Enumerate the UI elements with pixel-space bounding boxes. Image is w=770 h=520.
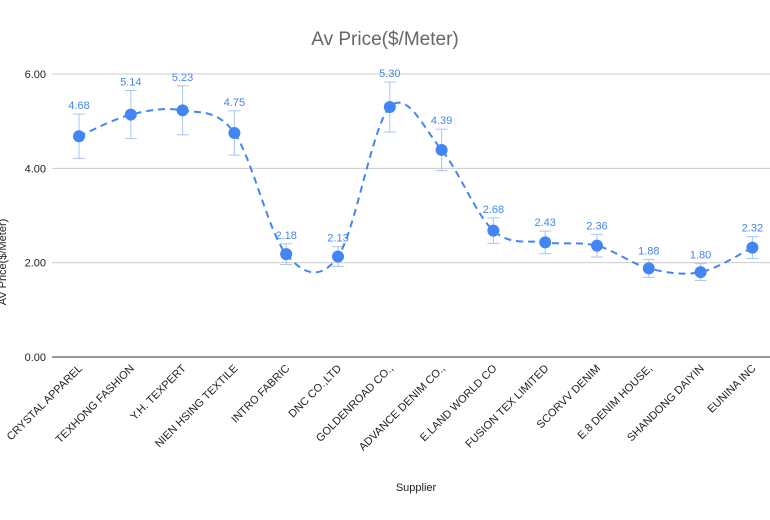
data-label: 4.68 — [68, 100, 89, 112]
data-point — [487, 224, 500, 237]
data-point — [694, 266, 707, 279]
data-label: 1.88 — [638, 245, 659, 257]
y-axis-title: AV Price($/Meter) — [0, 219, 9, 306]
data-label: 2.13 — [327, 233, 348, 245]
data-point — [746, 241, 759, 254]
data-point — [539, 236, 552, 249]
data-point — [73, 130, 85, 143]
data-point — [124, 108, 137, 121]
data-point — [280, 248, 293, 261]
grid-layer — [52, 73, 770, 358]
data-label: 5.14 — [120, 77, 141, 89]
data-point — [176, 104, 189, 117]
chart-title: Av Price($/Meter) — [311, 29, 458, 50]
data-label: 2.43 — [534, 217, 555, 229]
data-point — [228, 126, 241, 139]
data-label: 2.18 — [275, 230, 296, 242]
y-tick-label: 2.00 — [25, 258, 46, 270]
data-label: 2.68 — [483, 204, 504, 216]
data-label: 5.23 — [172, 72, 193, 84]
data-points — [73, 101, 759, 279]
y-tick-label: 6.00 — [25, 69, 46, 81]
series-line — [78, 101, 753, 275]
data-point — [332, 250, 344, 263]
y-tick-labels: 0.00 2.00 4.00 6.00 — [25, 69, 46, 364]
data-label: 4.75 — [224, 97, 245, 109]
data-labels: 4.68 5.14 5.23 4.75 2.18 2.13 5.30 4.39 2.68 2.43… — [68, 68, 763, 262]
x-tick-label: EUNINA INC — [706, 363, 759, 416]
y-tick-label: 4.00 — [25, 163, 46, 175]
data-point — [591, 239, 603, 252]
data-label: 5.30 — [379, 68, 400, 80]
data-label: 1.80 — [690, 250, 711, 262]
data-point — [642, 262, 655, 275]
data-label: 4.39 — [431, 115, 452, 127]
data-point — [435, 143, 448, 156]
x-tick-label: DNC CO.,LTD — [287, 363, 345, 421]
data-point — [383, 101, 396, 114]
x-tick-label: ADVANCE DENIM CO., — [357, 363, 448, 454]
y-tick-label: 0.00 — [25, 352, 46, 364]
data-label: 2.36 — [586, 220, 607, 232]
x-axis-title: Supplier — [396, 482, 437, 494]
data-label: 2.32 — [742, 223, 763, 235]
